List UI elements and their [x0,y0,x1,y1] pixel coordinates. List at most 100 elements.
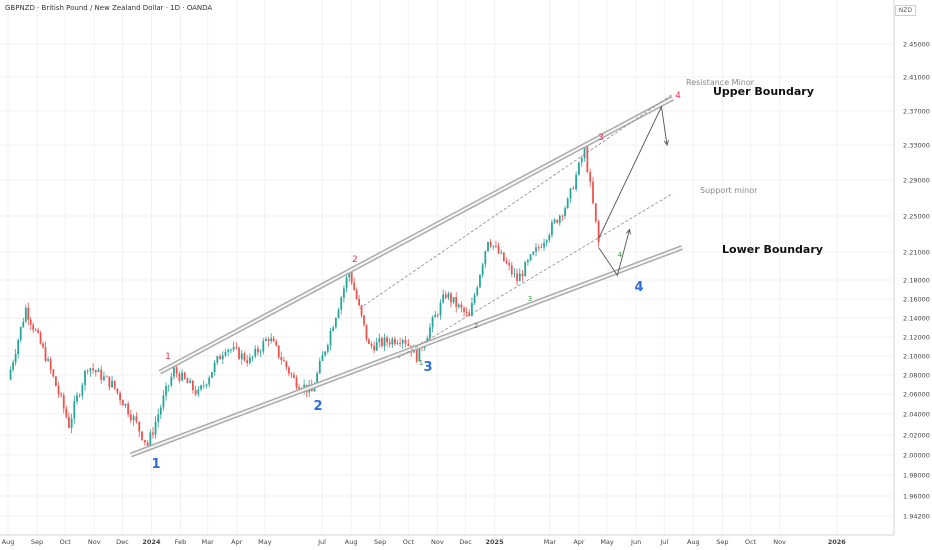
candle-body [111,380,113,388]
candle-body [381,338,383,346]
candle-body [227,349,230,352]
chart-title: GBPNZD · British Pound / New Zealand Dol… [5,4,213,12]
candle-body [42,343,44,347]
y-tick-label: 1.98000 [903,472,930,480]
candle-body [370,343,373,346]
candle-body [447,293,450,298]
x-tick-label: Oct [745,538,757,546]
candle-body [586,146,589,172]
candle-body [378,338,381,343]
candle-body [141,431,143,441]
candle-body [556,219,559,223]
x-tick-label: Nov [431,538,444,546]
candle-body [34,329,37,331]
projection-arrow [598,229,630,277]
candle-body [407,343,410,346]
candle-body [262,341,265,352]
wave-label-green: 4 [618,251,623,259]
candle-body [27,307,30,320]
candle-body [290,373,293,375]
candle-body [52,369,55,377]
x-tick-label: May [600,538,614,546]
x-tick-label: 2024 [142,538,161,546]
candle-body [350,271,353,283]
candle-body [345,277,348,289]
candle-body [578,162,580,175]
candle-body [181,372,183,381]
candle-body [84,370,86,386]
candle-body [479,274,481,288]
x-tick-label: Sep [374,538,386,546]
candle-body [572,188,575,190]
candle-body [386,337,389,343]
wave-label-red: 1 [165,352,171,362]
candle-body [152,432,154,435]
y-tick-label: 2.33000 [903,142,930,150]
candle-body [597,221,600,243]
y-tick-label: 2.14000 [903,315,930,323]
candle-body [375,342,378,351]
candle-body [516,273,518,282]
candle-body [551,222,553,235]
projection-arrow [598,105,668,239]
candle-body [248,357,251,364]
candle-body [55,376,57,387]
y-tick-label: 2.41000 [903,74,930,82]
candle-body [463,307,465,313]
candle-body [285,361,288,368]
candle-body [363,315,365,325]
candle-body [183,372,186,379]
candle-body [202,385,205,387]
x-tick-label: Aug [687,538,700,546]
candle-body [487,241,489,252]
candle-body [240,353,243,360]
candle-body [589,171,592,182]
candle-body [189,380,192,384]
resistance-minor-line [359,93,673,309]
candle-body [259,351,262,353]
candle-body [329,330,332,346]
candle-body [57,386,60,394]
candle-body [257,348,259,353]
candle-body [564,208,566,216]
y-tick-label: 2.18000 [903,277,930,285]
upper-boundary-line-inner [159,97,674,374]
candle-body [355,289,358,300]
candle-body [200,385,202,390]
candle-body [86,370,89,372]
candle-body [540,247,543,249]
y-tick-label: 2.00000 [903,452,930,460]
x-tick-label: Oct [60,538,72,546]
y-tick-label: 2.04000 [903,411,930,419]
candle-body [76,395,78,402]
candle-body [324,351,327,356]
candle-body [127,403,130,415]
candle-body [280,357,283,361]
candle-body [9,369,12,380]
candle-body [535,247,537,252]
candle-body [337,309,340,318]
candle-body [434,314,437,318]
candle-body [373,345,376,351]
candle-body [73,401,76,419]
candle-body [178,373,181,381]
support-minor-line [397,193,673,359]
candle-body [368,339,370,344]
candle-body [401,339,404,344]
x-tick-label: Nov [88,538,101,546]
x-tick-label: Jul [659,538,668,546]
y-tick-label: 2.21000 [903,249,930,257]
candle-body [97,369,100,373]
candle-body [548,234,551,241]
x-tick-label: Sep [716,538,728,546]
candle-body [460,304,463,308]
candle-body [391,338,394,345]
x-tick-label: Aug [345,538,358,546]
currency-label[interactable]: NZD [894,5,916,16]
x-tick-label: Dec [459,538,472,546]
y-tick-label: 2.10000 [903,353,930,361]
candle-body [365,324,368,340]
x-tick-label: 2026 [828,538,847,546]
